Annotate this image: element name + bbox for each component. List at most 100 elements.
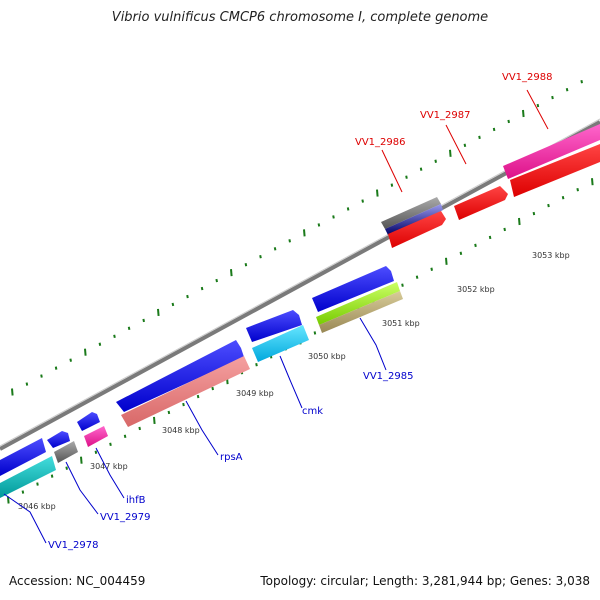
gene-label-ihfB: ihfB [126, 495, 146, 506]
backbone-line [0, 120, 600, 451]
tick-mark [21, 490, 25, 494]
tick-mark [113, 334, 116, 338]
gene-label-rpsA: rpsA [220, 452, 243, 463]
outer-tick-ring [11, 79, 583, 396]
leader-vv1-2978 [3, 493, 47, 544]
tick-mark [80, 456, 83, 464]
tick-mark [463, 143, 467, 148]
tick-mark [186, 294, 189, 299]
tick-mark [591, 178, 594, 186]
tick-mark [54, 366, 58, 370]
tick-mark [565, 87, 569, 92]
kbp-label-3053: 3053 kbp [532, 251, 570, 260]
tick-mark [40, 374, 43, 378]
leader-vv1-2979 [65, 461, 99, 515]
kbp-labels: 3046 kbp 3047 kbp 3048 kbp 3049 kbp 3050… [18, 251, 570, 511]
leader-rpsA [185, 400, 219, 456]
kbp-label-3047: 3047 kbp [90, 462, 128, 471]
tick-mark [492, 127, 496, 132]
tick-mark [65, 466, 68, 470]
tick-mark [167, 410, 171, 415]
tick-mark [361, 199, 364, 203]
tick-mark [313, 331, 317, 335]
kbp-label-3052: 3052 kbp [457, 285, 495, 294]
tick-mark [11, 388, 14, 396]
tick-mark [171, 302, 175, 307]
tick-mark [507, 119, 510, 124]
tick-mark [94, 450, 98, 454]
tick-mark [127, 326, 131, 331]
gene-block-left-blue [0, 438, 46, 476]
kbp-label-3046: 3046 kbp [18, 502, 56, 511]
gene-cmk [252, 325, 309, 362]
gene-vv1-2986-gray [381, 197, 441, 229]
kbp-label-3050: 3050 kbp [308, 352, 346, 361]
gene-label-vv1-2985: VV1_2985 [363, 371, 414, 382]
gene-vv1-2986-navy [385, 204, 443, 235]
tick-mark [522, 109, 525, 118]
tick-mark [478, 135, 481, 140]
tick-mark [459, 251, 463, 256]
tick-mark [430, 267, 433, 271]
tick-mark [138, 426, 141, 431]
map-title: Vibrio vulnificus CMCP6 chromosome I, co… [111, 10, 489, 25]
tick-mark [196, 394, 200, 399]
gene-label-cmk: cmk [302, 406, 323, 417]
tick-mark [332, 215, 335, 219]
kbp-label-3049: 3049 kbp [236, 389, 274, 398]
tick-mark [7, 496, 10, 504]
tick-mark [547, 203, 550, 208]
gene-label-vv1-2979: VV1_2979 [100, 512, 151, 523]
tick-mark [561, 195, 565, 200]
tick-mark [182, 402, 185, 407]
gene-vv1-2986 [388, 211, 446, 248]
tick-mark [84, 348, 87, 356]
tick-mark [376, 189, 379, 197]
tick-mark [346, 207, 350, 211]
kbp-label-3051: 3051 kbp [382, 319, 420, 328]
tick-mark [200, 286, 204, 291]
gene-vv1-2985-lime [316, 282, 400, 325]
genome-summary-text: Topology: circular; Length: 3,281,944 bp… [260, 574, 590, 588]
tick-mark [273, 247, 277, 251]
tick-mark [449, 149, 452, 157]
tick-mark [50, 474, 54, 478]
gene-vv1-2988-pink [503, 124, 600, 179]
tick-mark [255, 363, 258, 367]
tick-mark [518, 217, 521, 226]
gene-vv1-2979 [54, 441, 78, 463]
tick-mark [69, 358, 72, 362]
tick-mark [536, 103, 540, 108]
tick-mark [211, 386, 214, 391]
tick-mark [123, 434, 127, 439]
tick-mark [488, 235, 492, 240]
backbone-highlight [0, 118, 600, 447]
tick-mark [445, 257, 448, 265]
gene-label-vv1-2988: VV1_2988 [502, 72, 553, 83]
gene-blue-upper-right [312, 266, 394, 312]
tick-mark [474, 243, 477, 248]
tick-mark [230, 269, 233, 277]
tick-mark [580, 79, 583, 84]
tick-mark [415, 275, 419, 279]
tick-mark [109, 442, 112, 446]
gene-vv1-2978 [0, 456, 56, 498]
tick-mark [503, 227, 506, 232]
tick-mark [551, 95, 554, 100]
gene-vv1-2988 [510, 144, 600, 197]
tick-mark [25, 382, 29, 386]
gene-small-blue-b [77, 412, 100, 431]
tick-mark [98, 342, 102, 346]
tick-mark [215, 278, 218, 283]
gene-label-vv1-2986: VV1_2986 [355, 137, 406, 148]
gene-ihfB [84, 426, 108, 447]
tick-mark [390, 183, 394, 187]
leader-ihfB [95, 447, 125, 499]
leader-cmk [279, 355, 303, 409]
gene-labels: VV1_2978 VV1_2979 ihfB rpsA cmk VV1_2985… [48, 72, 553, 551]
gene-blue-rpsA-upper [116, 340, 244, 412]
gene-label-vv1-2978: VV1_2978 [48, 540, 99, 551]
tick-mark [259, 255, 262, 259]
tick-mark [36, 482, 39, 486]
